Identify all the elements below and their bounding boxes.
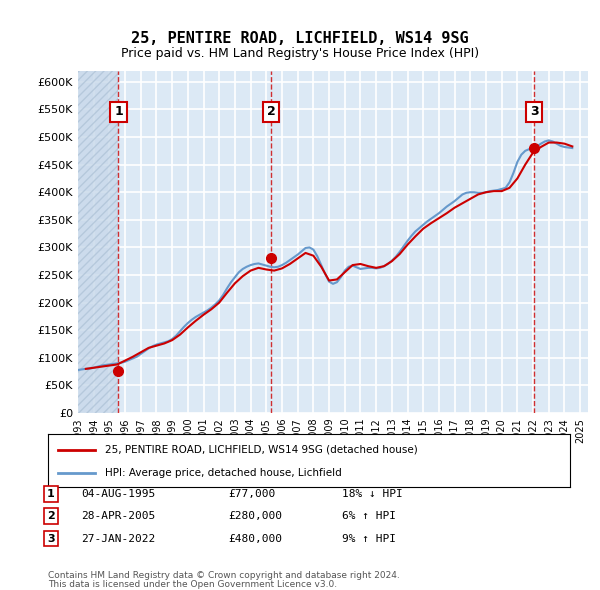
Text: 1: 1 bbox=[47, 489, 55, 499]
Text: HPI: Average price, detached house, Lichfield: HPI: Average price, detached house, Lich… bbox=[106, 468, 342, 478]
Text: 9% ↑ HPI: 9% ↑ HPI bbox=[342, 534, 396, 543]
Bar bbox=[78, 71, 118, 413]
Text: 2: 2 bbox=[47, 512, 55, 521]
Text: £280,000: £280,000 bbox=[228, 512, 282, 521]
Text: 3: 3 bbox=[530, 106, 538, 119]
Text: 2: 2 bbox=[267, 106, 276, 119]
Text: £77,000: £77,000 bbox=[228, 489, 275, 499]
Text: 1: 1 bbox=[114, 106, 123, 119]
Text: This data is licensed under the Open Government Licence v3.0.: This data is licensed under the Open Gov… bbox=[48, 579, 337, 589]
Text: Price paid vs. HM Land Registry's House Price Index (HPI): Price paid vs. HM Land Registry's House … bbox=[121, 47, 479, 60]
Text: 18% ↓ HPI: 18% ↓ HPI bbox=[342, 489, 403, 499]
Text: £480,000: £480,000 bbox=[228, 534, 282, 543]
Text: 27-JAN-2022: 27-JAN-2022 bbox=[81, 534, 155, 543]
Text: 25, PENTIRE ROAD, LICHFIELD, WS14 9SG: 25, PENTIRE ROAD, LICHFIELD, WS14 9SG bbox=[131, 31, 469, 46]
Text: 28-APR-2005: 28-APR-2005 bbox=[81, 512, 155, 521]
Text: 6% ↑ HPI: 6% ↑ HPI bbox=[342, 512, 396, 521]
Text: Contains HM Land Registry data © Crown copyright and database right 2024.: Contains HM Land Registry data © Crown c… bbox=[48, 571, 400, 580]
Text: 25, PENTIRE ROAD, LICHFIELD, WS14 9SG (detached house): 25, PENTIRE ROAD, LICHFIELD, WS14 9SG (d… bbox=[106, 445, 418, 454]
Text: 04-AUG-1995: 04-AUG-1995 bbox=[81, 489, 155, 499]
Text: 3: 3 bbox=[47, 534, 55, 543]
